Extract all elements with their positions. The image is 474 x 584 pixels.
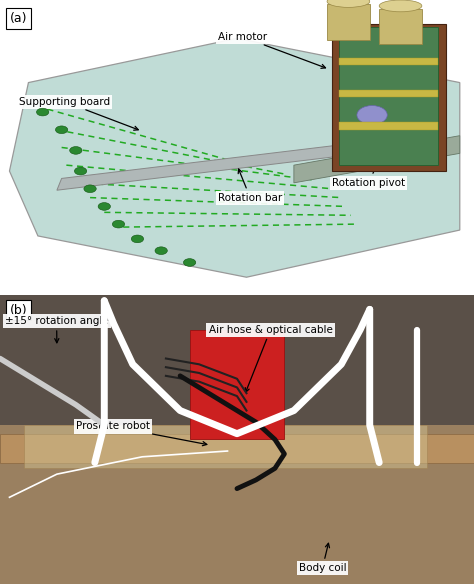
Polygon shape <box>0 295 474 425</box>
Circle shape <box>84 185 96 193</box>
Text: Supporting board: Supporting board <box>19 97 138 130</box>
Text: Body coil: Body coil <box>299 543 346 573</box>
Polygon shape <box>24 425 427 468</box>
Text: (a): (a) <box>9 12 27 25</box>
Text: (b): (b) <box>9 304 27 317</box>
Circle shape <box>36 108 49 116</box>
Text: Prostate robot: Prostate robot <box>76 422 207 446</box>
Circle shape <box>55 126 68 134</box>
Text: Rotation bar: Rotation bar <box>218 169 283 203</box>
FancyBboxPatch shape <box>339 57 438 65</box>
Circle shape <box>70 147 82 154</box>
Text: ±15° rotation angle: ±15° rotation angle <box>5 316 109 343</box>
Ellipse shape <box>379 0 422 12</box>
Circle shape <box>131 235 144 243</box>
Circle shape <box>74 167 87 175</box>
FancyBboxPatch shape <box>379 9 422 44</box>
Polygon shape <box>0 425 474 584</box>
Polygon shape <box>0 434 474 463</box>
Text: Rotation pivot: Rotation pivot <box>332 154 405 188</box>
Polygon shape <box>9 39 460 277</box>
Ellipse shape <box>327 0 370 8</box>
FancyBboxPatch shape <box>190 329 284 440</box>
FancyBboxPatch shape <box>339 123 438 130</box>
Circle shape <box>98 203 110 210</box>
FancyBboxPatch shape <box>339 26 438 165</box>
Polygon shape <box>57 143 356 190</box>
Circle shape <box>155 247 167 255</box>
Text: Air motor: Air motor <box>218 32 326 68</box>
Circle shape <box>112 220 125 228</box>
Circle shape <box>357 106 387 124</box>
FancyBboxPatch shape <box>327 5 370 40</box>
Circle shape <box>183 259 196 266</box>
FancyBboxPatch shape <box>339 90 438 98</box>
Text: Air hose & optical cable: Air hose & optical cable <box>209 325 332 392</box>
FancyBboxPatch shape <box>332 23 446 171</box>
Polygon shape <box>294 135 460 183</box>
